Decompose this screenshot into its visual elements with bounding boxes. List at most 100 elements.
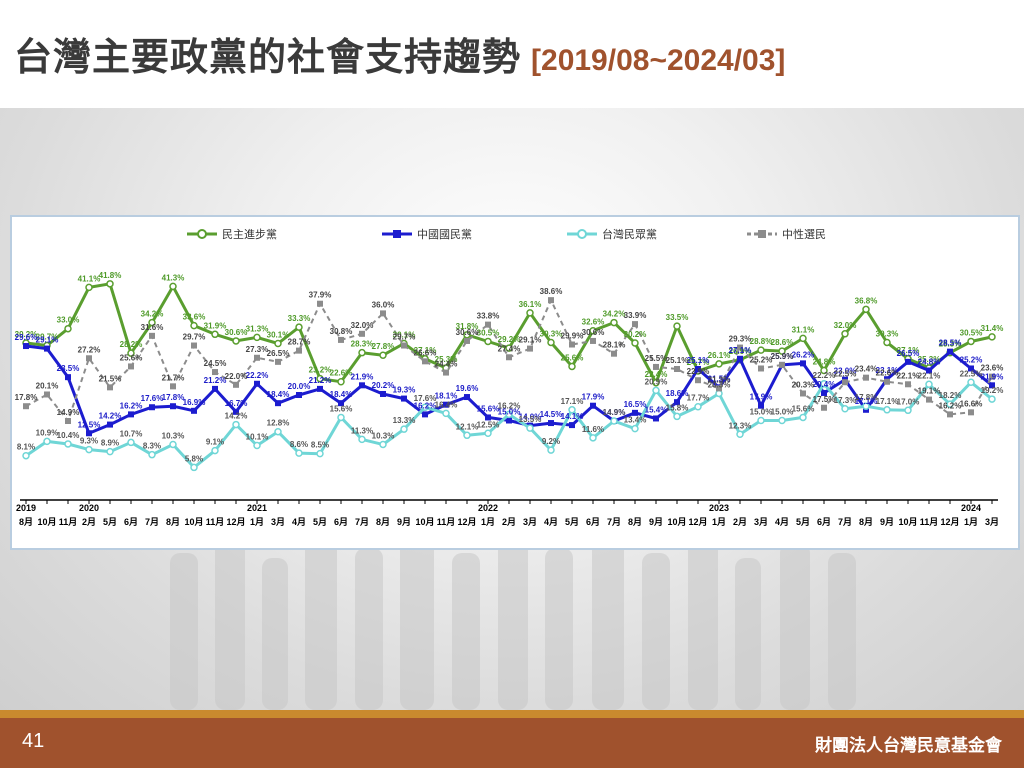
data-point (506, 417, 512, 424)
data-label: 33.3% (288, 314, 311, 323)
data-label: 13.5% (519, 415, 542, 424)
data-label: 29.9% (561, 332, 584, 341)
x-tick-label: 9月 (397, 517, 411, 527)
data-point (968, 409, 974, 416)
x-tick-label: 7月 (145, 517, 159, 527)
data-label: 20.2% (372, 381, 395, 390)
data-label: 24.8% (813, 358, 836, 367)
labels-民主進步黨: 30.2%29.7%33.0%41.1%41.8%28.2%34.2%41.3%… (15, 271, 1004, 379)
data-label: 36.8% (855, 296, 878, 305)
chart-lines: 30.2%29.7%33.0%41.1%41.8%28.2%34.2%41.3%… (15, 271, 1004, 472)
data-label: 8.6% (290, 440, 308, 449)
data-label: 24.4% (435, 360, 458, 369)
data-label: 32.0% (834, 321, 857, 330)
data-point (43, 437, 51, 446)
data-point (148, 450, 156, 459)
data-point (989, 373, 995, 380)
data-label: 25.9% (771, 352, 794, 361)
labels-中性選民: 17.8% 20.1% 14.9% 27.2% 21.5% 25.6% 31.6% 21.7%… (15, 287, 1004, 417)
data-point (316, 374, 324, 383)
data-point (842, 379, 848, 386)
data-label: 30.2% (15, 330, 38, 339)
data-label: 31.6% (141, 323, 164, 332)
data-point (422, 358, 428, 365)
data-point (127, 349, 135, 357)
data-point (485, 321, 491, 328)
data-point (65, 374, 71, 381)
data-point (737, 344, 743, 351)
data-label: 33.0% (57, 316, 80, 325)
data-label: 17.8% (15, 393, 38, 402)
footer: 41 財團法人台灣民意基金會 (0, 718, 1024, 768)
data-point (589, 434, 597, 442)
data-point (85, 283, 93, 292)
data-label: 36.1% (519, 300, 542, 309)
data-point (232, 337, 240, 345)
data-label: 16.7% (225, 399, 248, 408)
x-tick-label: 12月 (688, 517, 707, 527)
data-point (442, 409, 450, 418)
data-label: 29.7% (36, 333, 59, 342)
data-label: 17.0% (897, 397, 920, 406)
data-point (547, 338, 555, 347)
x-tick-label: 8月 (628, 517, 642, 527)
data-label: 23.6% (981, 364, 1004, 373)
data-point (800, 360, 806, 367)
data-point (44, 391, 50, 398)
series-民主進步黨 (22, 280, 996, 387)
data-label: 25.3% (918, 355, 941, 364)
data-label: 20.9% (645, 377, 668, 386)
data-label: 18.2% (939, 391, 962, 400)
data-label: 24.5% (204, 359, 227, 368)
data-label: 27.1% (897, 346, 920, 355)
data-label: 24.7% (687, 358, 710, 367)
x-tick-label: 1月 (964, 517, 978, 527)
data-label: 22.5% (960, 369, 983, 378)
data-point (820, 380, 828, 388)
data-label: 15.6% (330, 404, 353, 413)
data-label: 8.1% (17, 443, 35, 452)
x-tick-label: 9月 (649, 517, 663, 527)
data-point (695, 377, 701, 384)
data-point (170, 403, 176, 410)
data-point (484, 337, 492, 346)
data-point (380, 390, 386, 397)
data-point (358, 348, 366, 357)
data-label: 15.6% (792, 404, 815, 413)
x-tick-label: 10月 (37, 517, 56, 527)
data-point (317, 385, 323, 392)
legend-label: 台灣民眾黨 (602, 227, 657, 241)
data-label: 17.9% (750, 393, 773, 402)
data-point (506, 354, 512, 361)
data-point (610, 417, 618, 425)
x-tick-label: 5月 (103, 517, 117, 527)
data-label: 21.2% (309, 376, 332, 385)
data-label: 20.4% (813, 380, 836, 389)
data-label: 10.3% (372, 431, 395, 440)
data-point (463, 431, 471, 440)
data-label: 30.8% (330, 327, 353, 336)
data-label: 36.0% (372, 300, 395, 309)
data-point (569, 341, 575, 348)
legend-label: 中國國民黨 (417, 227, 472, 241)
data-point (484, 429, 492, 437)
data-point (127, 438, 135, 447)
series-中性選民 (23, 297, 995, 425)
year-label: 2021 (247, 503, 267, 513)
data-label: 19.3% (393, 386, 416, 395)
data-point (988, 333, 996, 341)
data-point (443, 369, 449, 376)
data-label: 14.9% (603, 408, 626, 417)
data-label: 21.5% (99, 374, 122, 383)
footer-stripe (0, 710, 1024, 718)
data-point (359, 330, 365, 337)
data-point (988, 395, 996, 403)
data-point (128, 411, 134, 418)
data-point (715, 360, 723, 368)
data-point (380, 310, 386, 317)
data-label: 8.5% (311, 441, 329, 450)
data-point (149, 404, 155, 411)
data-point (758, 365, 764, 372)
labels-中國國民黨: 29.6%29.1%23.5%12.5%14.2%16.2%17.6%17.8%… (15, 333, 1004, 429)
data-label: 22.6% (330, 369, 353, 378)
